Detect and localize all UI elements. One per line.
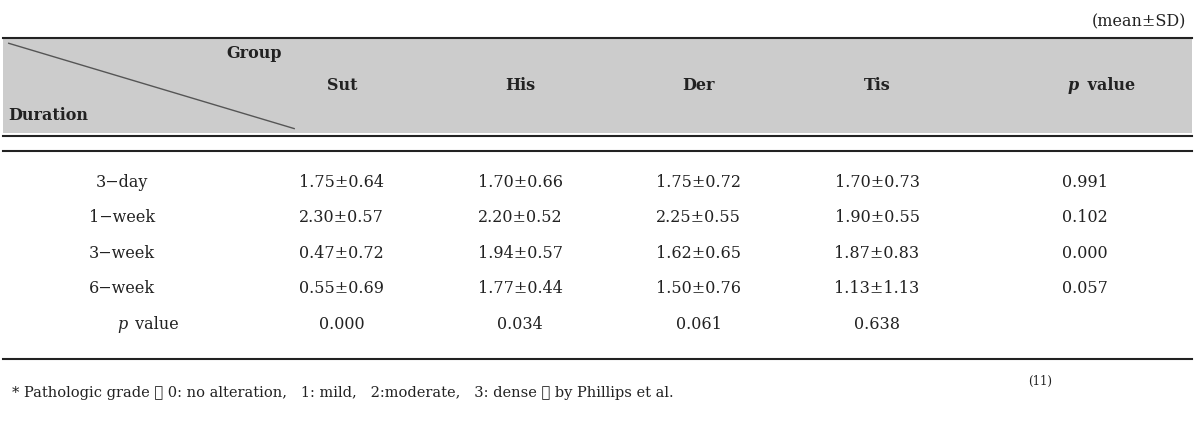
Text: 0.55±0.69: 0.55±0.69 [299, 280, 385, 297]
Text: 0.034: 0.034 [497, 316, 543, 333]
Text: (mean±SD): (mean±SD) [1092, 13, 1187, 30]
Text: p: p [117, 316, 128, 333]
Text: Tis: Tis [864, 77, 890, 95]
Text: His: His [505, 77, 535, 95]
Text: (11): (11) [1028, 375, 1052, 388]
Text: 6−week: 6−week [88, 280, 155, 297]
Text: 0.057: 0.057 [1062, 280, 1108, 297]
Text: Duration: Duration [8, 107, 88, 124]
Text: value: value [1081, 77, 1135, 95]
Text: 0.061: 0.061 [675, 316, 722, 333]
Text: 0.000: 0.000 [1062, 245, 1108, 262]
Text: 0.000: 0.000 [319, 316, 364, 333]
Text: Sut: Sut [326, 77, 357, 95]
Text: value: value [130, 316, 179, 333]
Text: 1.70±0.73: 1.70±0.73 [834, 174, 919, 191]
Text: 2.30±0.57: 2.30±0.57 [299, 210, 385, 226]
Text: 1.94±0.57: 1.94±0.57 [478, 245, 563, 262]
Text: 3−week: 3−week [88, 245, 155, 262]
Text: 1.87±0.83: 1.87±0.83 [834, 245, 920, 262]
Text: 1.75±0.72: 1.75±0.72 [656, 174, 741, 191]
Text: 1.13±1.13: 1.13±1.13 [834, 280, 920, 297]
Text: Der: Der [682, 77, 715, 95]
Text: 1.77±0.44: 1.77±0.44 [478, 280, 563, 297]
Text: 0.991: 0.991 [1062, 174, 1108, 191]
Text: 3−day: 3−day [96, 174, 148, 191]
Text: 2.25±0.55: 2.25±0.55 [656, 210, 741, 226]
Text: 1.62±0.65: 1.62±0.65 [656, 245, 741, 262]
Text: 1.75±0.64: 1.75±0.64 [299, 174, 385, 191]
Text: 1−week: 1−week [88, 210, 155, 226]
Text: 1.90±0.55: 1.90±0.55 [834, 210, 919, 226]
Text: 1.50±0.76: 1.50±0.76 [656, 280, 741, 297]
Text: * Pathologic grade （ 0: no alteration,   1: mild,   2:moderate,   3: dense ） by : * Pathologic grade （ 0: no alteration, 1… [12, 386, 674, 400]
Bar [2, 39, 1193, 133]
Text: 0.638: 0.638 [854, 316, 900, 333]
Text: Group: Group [227, 45, 282, 62]
Text: 1.70±0.66: 1.70±0.66 [478, 174, 563, 191]
Text: 0.102: 0.102 [1062, 210, 1108, 226]
Text: 0.47±0.72: 0.47±0.72 [300, 245, 384, 262]
Text: 2.20±0.52: 2.20±0.52 [478, 210, 563, 226]
Text: p: p [1068, 77, 1079, 95]
